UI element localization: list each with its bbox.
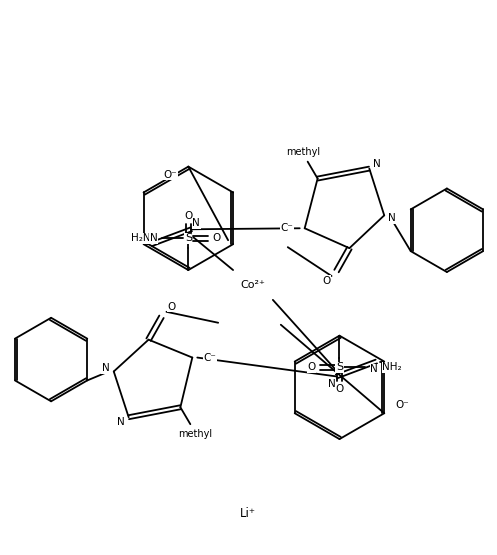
Text: N: N — [150, 233, 158, 243]
Text: N: N — [373, 159, 381, 169]
Text: methyl: methyl — [178, 429, 212, 439]
Text: O⁻: O⁻ — [164, 170, 177, 180]
Text: Li⁺: Li⁺ — [240, 507, 256, 520]
Text: NH₂: NH₂ — [382, 362, 402, 372]
Text: N: N — [102, 364, 110, 374]
Text: O: O — [308, 362, 316, 372]
Text: C⁻: C⁻ — [280, 223, 293, 233]
Text: N: N — [370, 365, 378, 375]
Text: O: O — [335, 385, 343, 395]
Text: N: N — [117, 417, 125, 427]
Text: S: S — [336, 362, 343, 372]
Text: O: O — [323, 276, 331, 286]
Text: N: N — [328, 380, 335, 390]
Text: methyl: methyl — [286, 147, 320, 157]
Text: O: O — [167, 302, 175, 312]
Text: N: N — [388, 213, 396, 223]
Text: S: S — [185, 233, 192, 243]
Text: Co²⁺: Co²⁺ — [241, 280, 265, 290]
Text: C⁻: C⁻ — [204, 352, 217, 362]
Text: O: O — [212, 233, 220, 243]
Text: O: O — [184, 211, 192, 221]
Text: H₂N: H₂N — [131, 233, 151, 243]
Text: O⁻: O⁻ — [395, 400, 409, 410]
Text: N: N — [192, 218, 200, 228]
